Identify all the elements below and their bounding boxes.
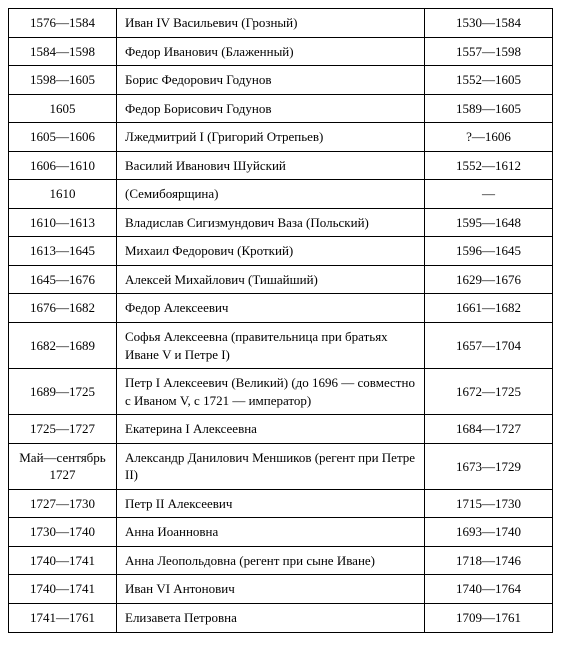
life-cell: 1657—1704 (425, 323, 553, 369)
reign-cell: Май—сентябрь 1727 (9, 443, 117, 489)
table-row: 1682—1689Софья Алексеевна (правительница… (9, 323, 553, 369)
table-row: 1676—1682Федор Алексеевич1661—1682 (9, 294, 553, 323)
name-cell: Елизавета Петровна (117, 604, 425, 633)
name-cell: Михаил Федорович (Кроткий) (117, 237, 425, 266)
reign-cell: 1613—1645 (9, 237, 117, 266)
life-cell: 1595—1648 (425, 208, 553, 237)
name-cell: (Семибоярщина) (117, 180, 425, 209)
reign-cell: 1740—1741 (9, 575, 117, 604)
life-cell: 1715—1730 (425, 489, 553, 518)
reign-cell: 1682—1689 (9, 323, 117, 369)
life-cell: 1718—1746 (425, 546, 553, 575)
table-row: 1605Федор Борисович Годунов1589—1605 (9, 94, 553, 123)
table-row: 1740—1741Анна Леопольдовна (регент при с… (9, 546, 553, 575)
life-cell: 1709—1761 (425, 604, 553, 633)
table-row: 1740—1741Иван VI Антонович1740—1764 (9, 575, 553, 604)
life-cell: 1661—1682 (425, 294, 553, 323)
name-cell: Федор Алексеевич (117, 294, 425, 323)
life-cell: 1684—1727 (425, 415, 553, 444)
reign-cell: 1730—1740 (9, 518, 117, 547)
life-cell: 1589—1605 (425, 94, 553, 123)
reign-cell: 1741—1761 (9, 604, 117, 633)
name-cell: Александр Данилович Меншиков (регент при… (117, 443, 425, 489)
life-cell: — (425, 180, 553, 209)
life-cell: 1596—1645 (425, 237, 553, 266)
name-cell: Василий Иванович Шуйский (117, 151, 425, 180)
reign-cell: 1740—1741 (9, 546, 117, 575)
life-cell: ?—1606 (425, 123, 553, 152)
name-cell: Екатерина I Алексеевна (117, 415, 425, 444)
reign-cell: 1645—1676 (9, 265, 117, 294)
life-cell: 1552—1605 (425, 66, 553, 95)
name-cell: Анна Леопольдовна (регент при сыне Иване… (117, 546, 425, 575)
life-cell: 1629—1676 (425, 265, 553, 294)
table-row: 1613—1645Михаил Федорович (Кроткий)1596—… (9, 237, 553, 266)
life-cell: 1673—1729 (425, 443, 553, 489)
name-cell: Федор Иванович (Блаженный) (117, 37, 425, 66)
table-row: 1725—1727Екатерина I Алексеевна1684—1727 (9, 415, 553, 444)
name-cell: Анна Иоанновна (117, 518, 425, 547)
name-cell: Софья Алексеевна (правительница при брат… (117, 323, 425, 369)
name-cell: Владислав Сигизмундович Ваза (Польский) (117, 208, 425, 237)
table-row: 1606—1610Василий Иванович Шуйский1552—16… (9, 151, 553, 180)
life-cell: 1557—1598 (425, 37, 553, 66)
table-row: Май—сентябрь 1727Александр Данилович Мен… (9, 443, 553, 489)
name-cell: Петр I Алексеевич (Великий) (до 1696 — с… (117, 369, 425, 415)
reign-cell: 1598—1605 (9, 66, 117, 95)
life-cell: 1740—1764 (425, 575, 553, 604)
reign-cell: 1689—1725 (9, 369, 117, 415)
table-row: 1576—1584Иван IV Васильевич (Грозный)153… (9, 9, 553, 38)
reign-cell: 1606—1610 (9, 151, 117, 180)
table-row: 1645—1676Алексей Михайлович (Тишайший)16… (9, 265, 553, 294)
reign-cell: 1576—1584 (9, 9, 117, 38)
table-row: 1584—1598Федор Иванович (Блаженный)1557—… (9, 37, 553, 66)
table-row: 1610(Семибоярщина)— (9, 180, 553, 209)
rulers-table: 1576—1584Иван IV Васильевич (Грозный)153… (8, 8, 553, 633)
table-row: 1610—1613Владислав Сигизмундович Ваза (П… (9, 208, 553, 237)
life-cell: 1672—1725 (425, 369, 553, 415)
name-cell: Борис Федорович Годунов (117, 66, 425, 95)
rulers-table-body: 1576—1584Иван IV Васильевич (Грозный)153… (9, 9, 553, 633)
table-row: 1605—1606Лжедмитрий I (Григорий Отрепьев… (9, 123, 553, 152)
reign-cell: 1610—1613 (9, 208, 117, 237)
reign-cell: 1727—1730 (9, 489, 117, 518)
name-cell: Иван IV Васильевич (Грозный) (117, 9, 425, 38)
name-cell: Иван VI Антонович (117, 575, 425, 604)
table-row: 1730—1740Анна Иоанновна1693—1740 (9, 518, 553, 547)
reign-cell: 1610 (9, 180, 117, 209)
life-cell: 1693—1740 (425, 518, 553, 547)
reign-cell: 1584—1598 (9, 37, 117, 66)
reign-cell: 1725—1727 (9, 415, 117, 444)
table-row: 1689—1725Петр I Алексеевич (Великий) (до… (9, 369, 553, 415)
reign-cell: 1605 (9, 94, 117, 123)
table-row: 1727—1730Петр II Алексеевич1715—1730 (9, 489, 553, 518)
name-cell: Петр II Алексеевич (117, 489, 425, 518)
name-cell: Алексей Михайлович (Тишайший) (117, 265, 425, 294)
name-cell: Лжедмитрий I (Григорий Отрепьев) (117, 123, 425, 152)
name-cell: Федор Борисович Годунов (117, 94, 425, 123)
reign-cell: 1676—1682 (9, 294, 117, 323)
life-cell: 1530—1584 (425, 9, 553, 38)
reign-cell: 1605—1606 (9, 123, 117, 152)
table-row: 1741—1761Елизавета Петровна1709—1761 (9, 604, 553, 633)
table-row: 1598—1605Борис Федорович Годунов1552—160… (9, 66, 553, 95)
life-cell: 1552—1612 (425, 151, 553, 180)
